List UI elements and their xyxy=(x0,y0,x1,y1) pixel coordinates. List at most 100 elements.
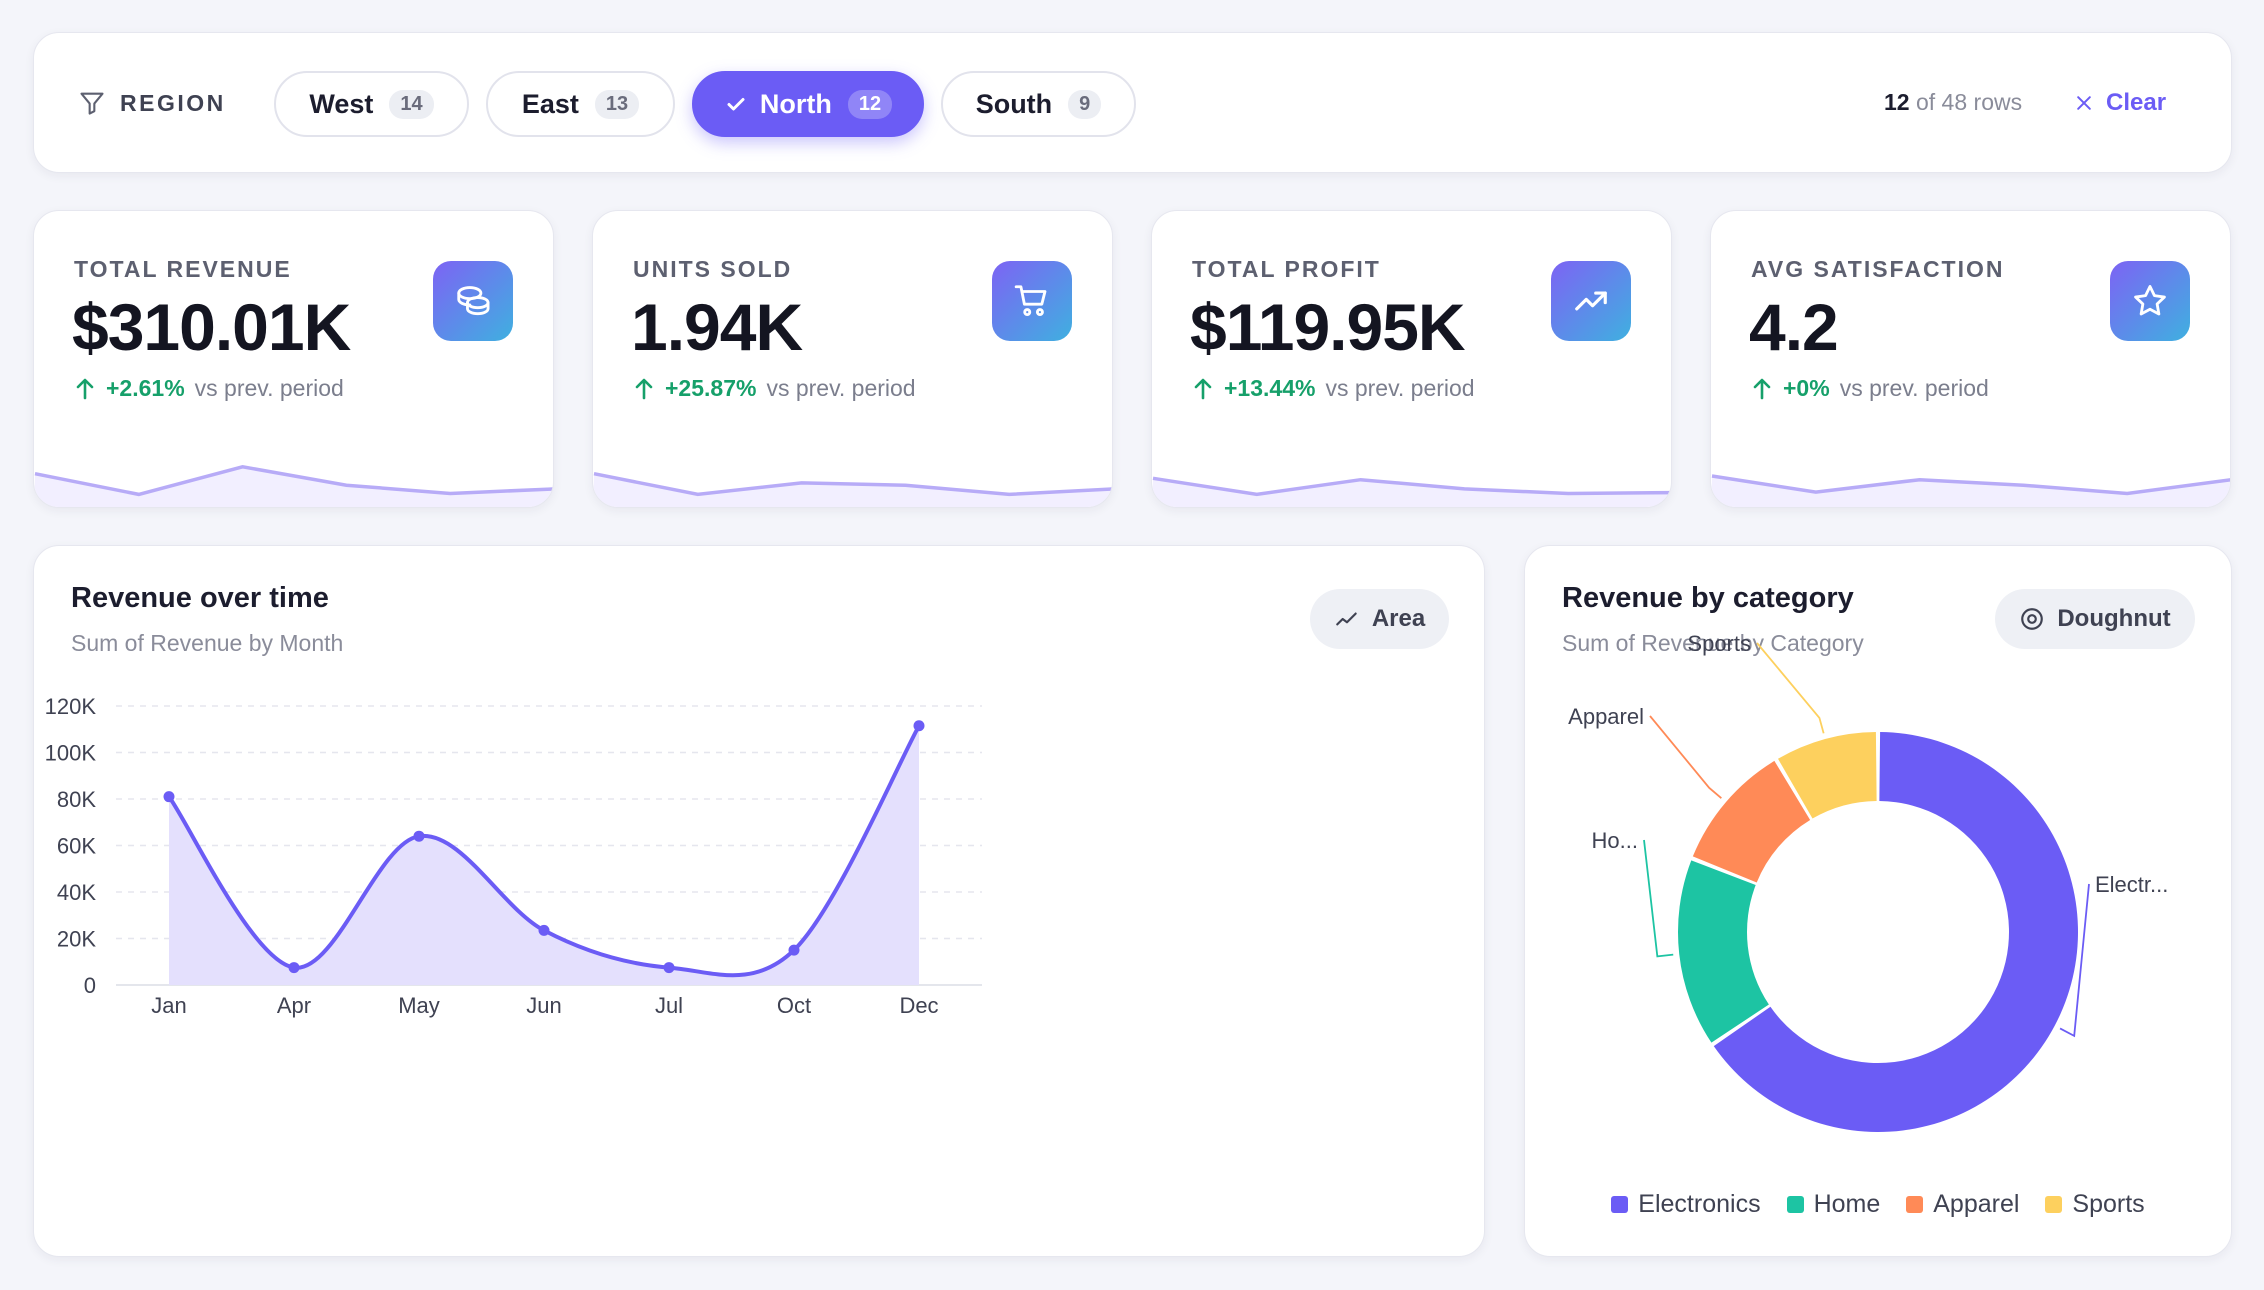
revenue-area-chart: 0 20K 40K 60K 80K 100K 120K Jan Apr May Jun Jul Oct D… xyxy=(45,694,982,1018)
kpi-delta-suffix: vs prev. period xyxy=(766,375,916,401)
arrow-up-icon xyxy=(1194,378,1212,399)
y-tick-label: 100K xyxy=(45,741,97,766)
star-icon xyxy=(2110,261,2190,341)
legend-label: Home xyxy=(1813,1190,1881,1218)
clear-filter-button[interactable]: Clear xyxy=(2074,85,2166,121)
chip-north[interactable]: North 12 xyxy=(692,71,924,137)
trend-line-icon xyxy=(1335,612,1357,626)
chip-south[interactable]: South 9 xyxy=(941,71,1136,137)
doughnut-slice-electronics[interactable] xyxy=(1713,732,2078,1132)
region-filter-bar: REGION West 14 East 13 North 12 South 9 … xyxy=(33,32,2232,173)
row-count-suffix: of 48 rows xyxy=(1915,89,2023,115)
legend-label: Electronics xyxy=(1638,1190,1761,1218)
row-count: 12 of 48 rows xyxy=(1884,89,2022,116)
kpi-card-units-sold: UNITS SOLD 1.94K +25.87% vs prev. period xyxy=(592,210,1113,508)
kpi-sparkline xyxy=(1152,476,1671,507)
revenue-chart-title: Revenue over time xyxy=(71,582,329,614)
chart-type-toggle-area[interactable]: Area xyxy=(1310,589,1449,649)
slice-leader-line xyxy=(1756,642,1825,734)
row-count-shown: 12 xyxy=(1884,89,1910,115)
slice-leader-line xyxy=(2059,883,2090,1038)
coins-icon xyxy=(433,261,513,341)
data-point[interactable] xyxy=(288,962,300,974)
arrow-up-icon xyxy=(1753,378,1771,399)
slice-label: Ho... xyxy=(1592,828,1638,853)
kpi-label: AVG SATISFACTION xyxy=(1751,256,2005,282)
area-fill xyxy=(169,725,919,985)
data-point[interactable] xyxy=(163,791,175,803)
legend-swatch xyxy=(1786,1196,1804,1213)
kpi-delta-value: +2.61% xyxy=(106,375,185,401)
chip-count: 13 xyxy=(594,89,640,119)
legend-swatch xyxy=(1906,1196,1924,1213)
kpi-delta: +2.61% vs prev. period xyxy=(74,375,344,402)
y-tick-label: 40K xyxy=(57,880,96,905)
kpi-label: TOTAL PROFIT xyxy=(1192,256,1381,282)
kpi-value: $119.95K xyxy=(1190,290,1466,364)
data-point[interactable] xyxy=(413,830,425,842)
chip-west[interactable]: West 14 xyxy=(274,71,469,137)
y-tick-label: 120K xyxy=(45,694,97,719)
region-label-text: REGION xyxy=(120,89,226,116)
x-tick-label: Apr xyxy=(277,993,311,1018)
chip-label: North xyxy=(759,88,832,119)
kpi-delta-value: +0% xyxy=(1783,375,1830,401)
trending-up-icon xyxy=(1551,261,1631,341)
chip-count: 9 xyxy=(1068,89,1102,119)
chip-east[interactable]: East 13 xyxy=(486,71,675,137)
clear-label: Clear xyxy=(2106,89,2167,116)
chip-count: 14 xyxy=(389,89,434,119)
kpi-card-avg-satisfaction: AVG SATISFACTION 4.2 +0% vs prev. period xyxy=(1710,210,2231,508)
revenue-doughnut-chart: Electr... Ho... Apparel Sports xyxy=(1568,631,2168,1132)
legend-swatch xyxy=(1611,1196,1629,1213)
kpi-delta-suffix: vs prev. period xyxy=(1325,375,1475,401)
kpi-delta-value: +13.44% xyxy=(1224,375,1316,401)
kpi-delta-suffix: vs prev. period xyxy=(194,375,344,401)
kpi-value: 1.94K xyxy=(631,290,803,364)
region-filter-label: REGION xyxy=(78,88,226,118)
x-tick-label: Jan xyxy=(151,993,186,1018)
y-tick-label: 80K xyxy=(57,787,96,812)
kpi-label: UNITS SOLD xyxy=(633,256,793,282)
kpi-card-total-revenue: TOTAL REVENUE $310.01K +2.61% vs prev. p… xyxy=(33,210,554,508)
x-tick-label: Oct xyxy=(777,993,811,1018)
slice-leader-line xyxy=(1643,839,1674,958)
kpi-value: 4.2 xyxy=(1749,290,1839,364)
slice-label: Apparel xyxy=(1568,704,1644,729)
legend-item-electronics[interactable]: Electronics xyxy=(1611,1190,1761,1219)
kpi-delta-value: +25.87% xyxy=(665,375,757,401)
chip-label: South xyxy=(975,88,1053,119)
kpi-delta: +13.44% vs prev. period xyxy=(1192,375,1475,402)
chart-type-toggle-doughnut[interactable]: Doughnut xyxy=(1995,589,2195,649)
data-point[interactable] xyxy=(538,924,550,936)
legend-item-home[interactable]: Home xyxy=(1786,1190,1881,1219)
x-tick-label: May xyxy=(398,993,440,1018)
chip-count: 12 xyxy=(847,89,893,119)
doughnut-slice-home[interactable] xyxy=(1678,860,1769,1043)
slice-label: Sports xyxy=(1687,631,1751,656)
y-tick-label: 60K xyxy=(57,834,96,859)
kpi-label: TOTAL REVENUE xyxy=(74,256,292,282)
legend-label: Sports xyxy=(2072,1190,2145,1218)
doughnut-slice-apparel[interactable] xyxy=(1692,760,1811,883)
toggle-label: Area xyxy=(1371,605,1426,632)
cart-icon xyxy=(992,261,1072,341)
data-point[interactable] xyxy=(788,944,800,956)
x-tick-label: Dec xyxy=(899,993,938,1018)
x-tick-label: Jul xyxy=(655,993,683,1018)
legend-item-apparel[interactable]: Apparel xyxy=(1906,1190,2019,1219)
revenue-over-time-card: Revenue over time Sum of Revenue by Mont… xyxy=(33,545,1485,1257)
check-icon xyxy=(727,98,745,111)
doughnut-slice-sports[interactable] xyxy=(1778,732,1877,819)
kpi-delta: +25.87% vs prev. period xyxy=(633,375,916,402)
legend-item-sports[interactable]: Sports xyxy=(2045,1190,2145,1219)
close-icon xyxy=(2077,96,2091,110)
kpi-sparkline xyxy=(1711,474,2230,507)
kpi-sparkline xyxy=(593,471,1112,507)
data-point[interactable] xyxy=(663,962,675,974)
data-point[interactable] xyxy=(913,720,925,732)
legend-swatch xyxy=(2045,1196,2063,1213)
chip-label: West xyxy=(309,88,374,119)
category-chart-title: Revenue by category xyxy=(1562,582,1854,614)
y-tick-label: 20K xyxy=(57,927,96,952)
